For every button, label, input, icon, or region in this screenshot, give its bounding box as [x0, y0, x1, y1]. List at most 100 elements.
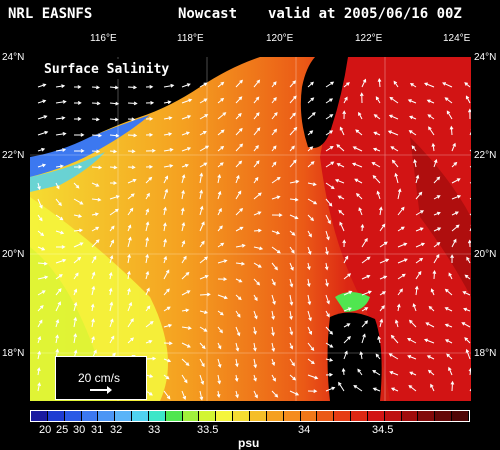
current-arrow [306, 278, 311, 288]
cbar-label-33: 33 [148, 424, 161, 436]
current-arrow [433, 195, 441, 200]
current-arrow [91, 271, 96, 280]
current-arrow [397, 258, 408, 264]
cbar-label-32: 32 [110, 424, 123, 436]
current-arrow [109, 301, 114, 312]
current-arrow [36, 367, 41, 376]
current-arrow [325, 294, 330, 305]
current-arrow [181, 147, 192, 152]
current-arrow [181, 290, 191, 296]
current-arrow [358, 111, 363, 120]
cbar-label-20: 20 [39, 424, 52, 436]
current-arrow [181, 83, 191, 88]
current-arrow [127, 149, 136, 154]
current-arrow [55, 214, 64, 221]
current-arrow [55, 132, 67, 136]
current-arrow [253, 326, 257, 335]
current-arrow [253, 160, 260, 168]
current-arrow [355, 192, 363, 200]
current-arrow [408, 319, 417, 328]
current-arrow [145, 148, 156, 153]
colorbar-swatch [283, 411, 301, 421]
current-arrow [217, 310, 224, 316]
current-arrow [163, 100, 172, 105]
current-arrow [450, 380, 455, 392]
current-arrow [448, 272, 453, 280]
current-arrow [235, 390, 239, 399]
current-arrow [217, 225, 223, 232]
colorbar-swatch [64, 411, 82, 421]
current-arrow [449, 125, 454, 136]
colorbar-swatch [47, 411, 65, 421]
current-arrow [433, 176, 441, 184]
current-arrow [145, 321, 154, 328]
current-arrow [217, 358, 222, 369]
current-arrow [73, 198, 84, 205]
current-arrow [73, 242, 84, 248]
current-vectors [36, 78, 471, 401]
current-arrow [289, 80, 297, 88]
current-arrow [235, 310, 241, 318]
vector-scale-label: 20 cm/s [78, 371, 121, 385]
map-title: Surface Salinity [44, 62, 169, 77]
current-arrow [413, 159, 417, 168]
current-arrow [181, 390, 187, 401]
current-arrow [109, 101, 120, 106]
lon-tick-120: 120°E [266, 33, 294, 44]
current-arrow [469, 213, 471, 216]
current-arrow [109, 117, 119, 122]
current-arrow [199, 114, 209, 120]
current-arrow [307, 81, 314, 88]
current-arrow [163, 83, 175, 88]
current-arrow [199, 221, 205, 232]
current-arrow [127, 337, 134, 344]
current-arrow [37, 198, 43, 209]
current-arrow [199, 145, 210, 152]
current-arrow [271, 278, 276, 286]
lat-tick-right-18: 18°N [474, 348, 497, 359]
current-arrow [289, 310, 293, 321]
kuroshio-region [320, 57, 471, 401]
current-arrow [181, 98, 193, 104]
current-arrow [390, 334, 399, 344]
current-arrow [253, 390, 258, 399]
vector-scale-box: 20 cm/s [55, 356, 147, 400]
current-arrow [289, 294, 294, 306]
current-arrow [73, 85, 82, 89]
colorbar-swatch [435, 411, 453, 421]
current-arrow [199, 274, 209, 280]
current-arrow [289, 326, 294, 336]
current-arrow [409, 371, 417, 376]
colorbar-swatch [199, 411, 217, 421]
current-arrow [289, 126, 298, 136]
current-arrow [354, 178, 363, 184]
current-arrow [127, 165, 136, 170]
current-arrow [379, 275, 388, 280]
current-arrow [271, 97, 277, 104]
current-arrow [127, 133, 138, 138]
current-arrow [451, 194, 462, 200]
current-arrow [180, 207, 185, 216]
current-arrow [37, 214, 43, 222]
cbar-label-25: 25 [56, 424, 69, 436]
current-arrow [415, 270, 422, 280]
current-arrow [253, 176, 259, 184]
current-arrow [145, 165, 154, 169]
current-arrow [307, 161, 315, 168]
colorbar-swatch [182, 411, 200, 421]
current-arrow [163, 288, 170, 296]
current-arrow [337, 195, 345, 200]
current-arrow [73, 133, 85, 137]
current-arrow [289, 112, 296, 120]
current-arrow [55, 258, 67, 264]
current-arrow [90, 303, 95, 312]
current-arrow [91, 212, 99, 217]
current-arrow [91, 117, 100, 122]
current-arrow [253, 112, 260, 120]
current-arrow [181, 189, 185, 200]
current-arrow [377, 78, 382, 88]
map-title-box [40, 59, 160, 79]
current-arrow [217, 342, 222, 350]
colorbar-unit: psu [238, 436, 260, 450]
current-arrow [379, 305, 385, 312]
